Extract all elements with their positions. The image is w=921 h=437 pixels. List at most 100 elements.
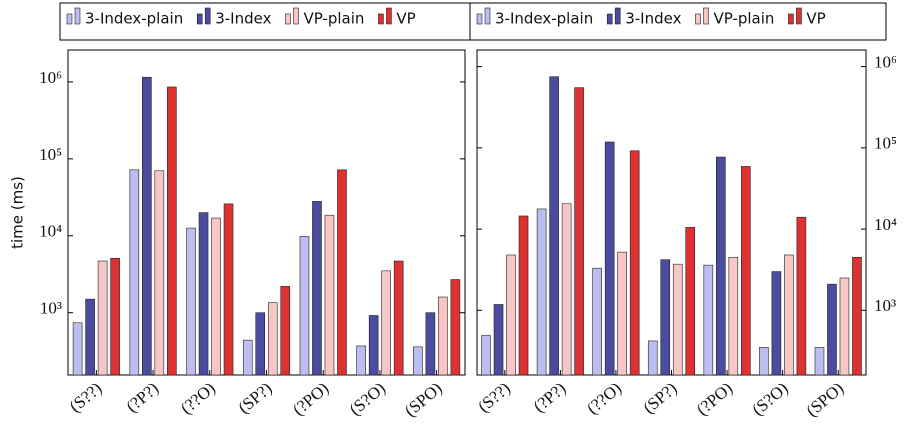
bar — [493, 304, 504, 376]
bar — [703, 264, 714, 376]
x-tick-label: (?P?) — [122, 379, 162, 417]
bar — [561, 203, 572, 376]
bar — [784, 254, 794, 376]
bar — [280, 286, 291, 376]
legend-swatch — [196, 13, 203, 25]
bar — [771, 271, 782, 376]
legend-swatch — [204, 7, 211, 25]
legend-swatch — [285, 13, 291, 25]
x-tick-label: (SP?) — [639, 379, 680, 418]
bar — [381, 270, 391, 376]
legend-swatch — [74, 7, 81, 25]
bar — [827, 283, 837, 376]
legend-swatch — [703, 7, 709, 25]
bar — [438, 296, 448, 376]
legend-swatch — [476, 13, 483, 25]
y-tick-label: 10³ — [874, 296, 896, 315]
bar — [198, 212, 209, 376]
y-tick-label: 10⁵ — [39, 145, 62, 164]
bar — [481, 335, 491, 376]
bar — [549, 76, 559, 376]
bar — [518, 215, 529, 376]
legend-box — [59, 2, 471, 41]
bar — [393, 260, 404, 376]
bar — [312, 201, 322, 376]
x-tick-label: (?PO) — [693, 379, 736, 420]
bar — [356, 345, 366, 376]
x-tick-label: (S?O) — [748, 379, 791, 420]
legend-swatch — [66, 13, 73, 25]
bar — [186, 227, 196, 376]
bar — [223, 203, 234, 376]
bar — [97, 260, 108, 376]
plot-frame — [67, 49, 466, 376]
bar — [617, 251, 627, 376]
bar — [839, 277, 850, 376]
legend-swatch — [386, 7, 392, 25]
bar — [685, 227, 696, 376]
plot-frame — [476, 49, 867, 376]
bar — [629, 150, 640, 376]
legend-swatch — [695, 13, 701, 25]
bar — [85, 298, 95, 376]
y-tick-label: 10⁴ — [874, 215, 897, 234]
bar — [368, 315, 379, 376]
y-tick-label: 10⁶ — [39, 68, 62, 87]
bar — [814, 347, 825, 376]
legend-swatch — [614, 7, 621, 25]
bar — [592, 267, 602, 376]
bar — [536, 208, 547, 376]
legend-label: VP-plain — [713, 10, 774, 28]
legend-swatch — [378, 13, 384, 25]
y-tick-label: 10⁴ — [39, 222, 62, 241]
bar — [672, 263, 683, 376]
y-tick-label: 10⁵ — [874, 134, 897, 153]
bar — [110, 257, 120, 376]
bar — [255, 312, 266, 376]
bar — [741, 166, 751, 376]
x-tick-label: (SPO) — [401, 379, 446, 421]
x-tick-label: (?P?) — [530, 379, 570, 417]
legend-swatch — [293, 7, 299, 25]
x-tick-label: (SPO) — [803, 379, 848, 421]
x-tick-label: (?PO) — [289, 379, 332, 420]
bar — [604, 141, 615, 376]
bar — [506, 254, 516, 376]
bar — [425, 312, 436, 376]
bar — [299, 236, 310, 376]
bar — [574, 87, 584, 376]
y-axis-title: time (ms) — [9, 176, 27, 249]
bar — [142, 76, 152, 376]
legend-swatch — [788, 13, 794, 25]
legend-label: VP-plain — [303, 10, 364, 28]
bar — [759, 347, 769, 376]
y-tick-label: 10³ — [40, 299, 62, 318]
bar — [72, 322, 83, 376]
bar — [450, 279, 461, 376]
y-tick-label: 10⁶ — [874, 52, 897, 71]
legend-swatch — [796, 7, 802, 25]
legend-label: 3-Index — [215, 10, 271, 28]
legend-box — [469, 2, 887, 41]
legend-label: 3-Index-plain — [85, 10, 183, 28]
bar — [413, 346, 423, 376]
bar — [337, 169, 347, 376]
x-tick-label: (S?O) — [346, 379, 389, 420]
bar — [129, 169, 140, 376]
bar — [154, 170, 165, 376]
legend-label: VP — [396, 10, 415, 28]
x-tick-label: (??O) — [583, 379, 625, 418]
bar — [324, 214, 335, 376]
legend-label: 3-Index-plain — [495, 10, 593, 28]
legend-label: VP — [806, 10, 825, 28]
x-tick-label: (??O) — [177, 379, 219, 418]
legend-swatch — [484, 7, 491, 25]
bar — [647, 340, 658, 376]
x-tick-label: (S??) — [66, 379, 106, 417]
bar — [852, 256, 862, 376]
bar — [728, 256, 739, 376]
bar — [167, 86, 177, 376]
legend-swatch — [606, 13, 613, 25]
